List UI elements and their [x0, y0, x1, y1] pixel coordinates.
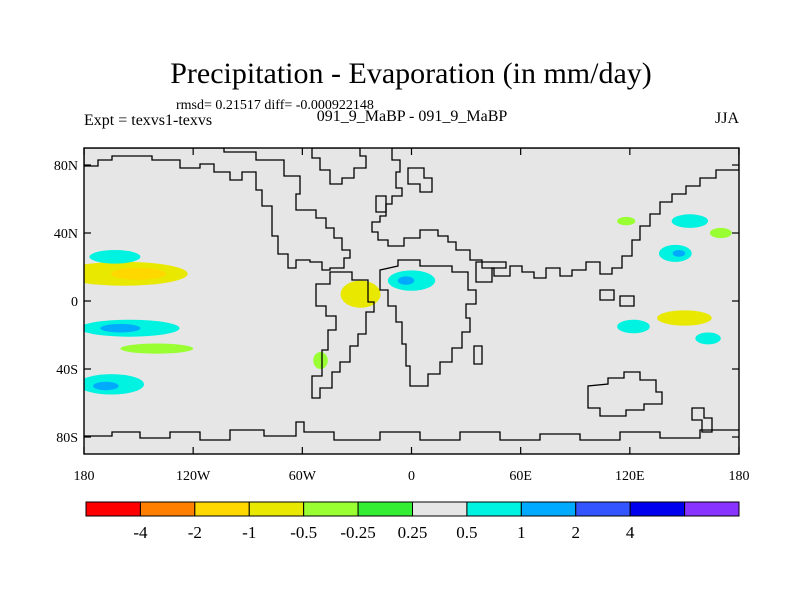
antarctica-outline: [84, 421, 739, 441]
colorbar-box: [575, 501, 631, 517]
x-tick-label: 180: [74, 469, 95, 484]
x-tick-label: 120E: [615, 469, 645, 484]
colorbar-box: [248, 501, 305, 517]
colorbar-label: -0.25: [340, 523, 375, 542]
y-tick-label: 40S: [56, 363, 78, 378]
expt-label: Expt = texvs1-texvs: [84, 112, 212, 129]
feature-w-pacific-neg-north: [671, 214, 709, 228]
x-tick-label: 0: [408, 469, 415, 484]
feature-sw-pacific-neg: [695, 332, 721, 345]
greenland-outline: [311, 148, 367, 185]
chart-title: Precipitation - Evaporation (in mm/day): [170, 57, 652, 90]
colorbar-box: [520, 501, 577, 517]
x-tick-label: 180: [729, 469, 750, 484]
colorbar-label: 0.25: [398, 523, 428, 542]
y-tick-label: 0: [71, 295, 78, 310]
axis-ticks: 180 120W 60W 0 60E 120E 180 80N 40N 0 40S 80S: [54, 148, 750, 484]
colorbar-label: 2: [572, 523, 581, 542]
feature-e-pacific-pos: [657, 310, 712, 326]
colorbar-label: -1: [242, 523, 256, 542]
colorbar-box: [684, 501, 740, 517]
feature-n-pacific-itcz-core: [111, 267, 166, 280]
feature-brazil-pos: [313, 352, 328, 369]
colorbar-box: [139, 501, 196, 517]
map-background: [84, 148, 739, 454]
stats-line: rmsd= 0.21517 diff= -0.000922148: [176, 98, 374, 113]
y-tick-label: 40N: [54, 227, 78, 242]
feature-atlantic-pos: [340, 280, 381, 308]
colorbar-box: [194, 501, 250, 517]
x-tick-label: 60W: [289, 469, 317, 484]
colorbar-box: [412, 501, 468, 517]
colorbar-box: [357, 501, 414, 517]
arabia-outline: [475, 261, 507, 283]
north-america-outline: [84, 148, 351, 271]
feature-s-pacific-pos: [120, 343, 194, 354]
colorbar-box: [85, 501, 141, 517]
feature-africa-neg-core: [397, 276, 415, 285]
feature-indonesia-neg: [617, 319, 650, 334]
feature-n-pacific-neg-north: [89, 249, 141, 264]
madagascar-outline: [473, 345, 483, 365]
colorbar-label: -4: [133, 523, 148, 542]
feature-w-pacific-neg-core: [672, 250, 686, 257]
feature-s-pacific-far-core: [93, 381, 119, 391]
feature-ne-pacific-pos: [709, 227, 732, 239]
continent-outlines: [84, 148, 739, 441]
feature-tasman-neg: [702, 412, 732, 421]
scandinavia-outline: [407, 167, 433, 193]
colorbar-box: [303, 501, 359, 517]
colorbar: -4 -2 -1 -0.5 -0.25 0.25 0.5 1 2 4: [85, 501, 740, 542]
africa-outline: [379, 259, 477, 387]
feature-japan-pos: [617, 216, 636, 226]
y-tick-label: 80N: [54, 159, 78, 174]
subtitle: 091_9_MaBP - 091_9_MaBP: [317, 108, 508, 125]
season-label: JJA: [715, 110, 739, 127]
shaded-features: [84, 214, 732, 421]
colorbar-box: [466, 501, 522, 517]
eurasia-outline: [371, 148, 739, 279]
colorbar-label: -2: [188, 523, 202, 542]
x-tick-label: 120W: [176, 469, 211, 484]
indonesia-outline: [599, 289, 635, 307]
feature-arabia-neg: [471, 284, 516, 297]
feature-indian-neg: [544, 288, 570, 297]
colorbar-label: 4: [626, 523, 635, 542]
feature-s-pacific-neg-core: [100, 323, 141, 333]
australia-outline: [587, 371, 663, 417]
x-tick-label: 60E: [509, 469, 532, 484]
map-panel: 180 120W 60W 0 60E 120E 180 80N 40N 0 40S 80S: [54, 147, 750, 484]
new-zealand-outline: [691, 407, 713, 433]
uk-outline: [375, 195, 387, 213]
colorbar-label: -0.5: [290, 523, 317, 542]
feature-atlantic-neg: [347, 261, 385, 279]
south-america-outline: [311, 271, 375, 399]
colorbar-label: 0.5: [456, 523, 477, 542]
colorbar-label: 1: [517, 523, 526, 542]
y-tick-label: 80S: [56, 431, 78, 446]
colorbar-box: [629, 501, 686, 517]
